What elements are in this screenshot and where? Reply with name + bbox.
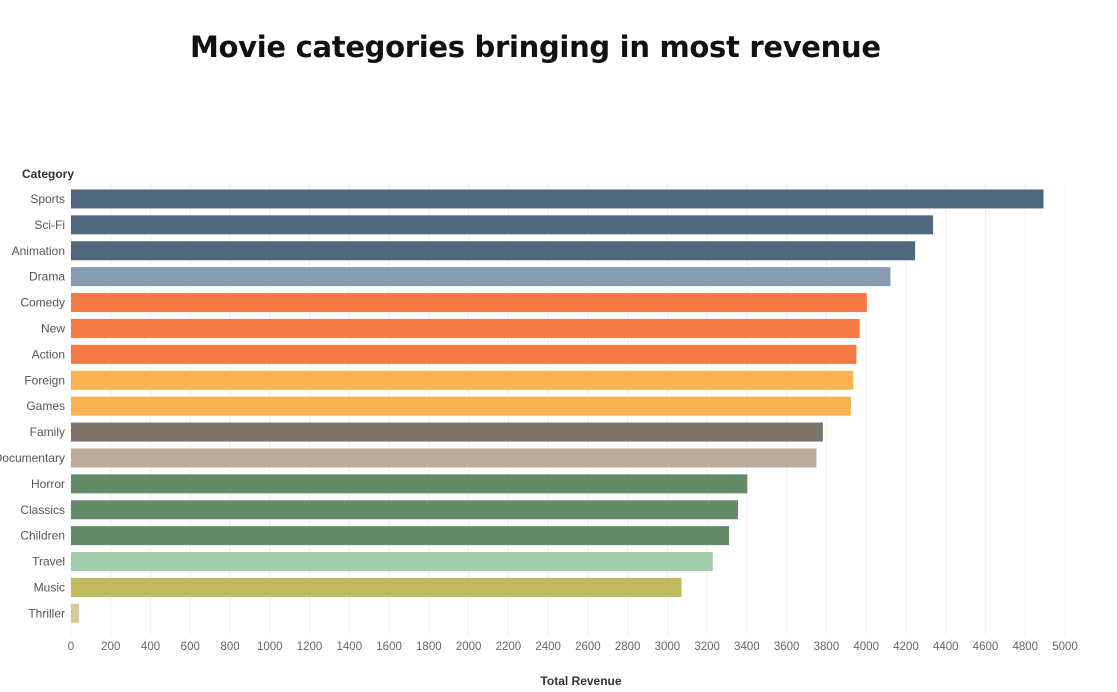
x-tick-label: 2600: [575, 641, 601, 653]
category-label: Music: [34, 580, 65, 594]
x-tick-label: 200: [101, 641, 120, 653]
x-tick-label: 4200: [893, 641, 919, 653]
x-tick-label: 1800: [416, 641, 442, 653]
category-label: Travel: [32, 555, 65, 569]
y-axis-title: Category: [22, 167, 74, 181]
x-tick-labels: 0 200 400 600 800 1000 1200 1400 1600 1800 2000 220…: [68, 641, 1078, 653]
chart-title: Movie categories bringing in most revenu…: [190, 30, 881, 64]
x-tick-label: 800: [220, 641, 239, 653]
bar[interactable]: [71, 603, 79, 623]
x-tick-label: 4400: [933, 641, 959, 653]
bar[interactable]: [71, 577, 682, 597]
x-tick-label: 2200: [496, 641, 522, 653]
category-label: Horror: [31, 477, 65, 491]
x-tick-label: 2400: [535, 641, 561, 653]
category-label: Family: [30, 425, 65, 439]
bar[interactable]: [71, 526, 730, 546]
x-tick-label: 600: [181, 641, 200, 653]
x-tick-label: 3600: [774, 641, 800, 653]
x-tick-label: 0: [68, 641, 74, 653]
category-label: Drama: [29, 270, 65, 284]
bar[interactable]: [71, 344, 857, 364]
category-label: Games: [26, 399, 65, 413]
bar[interactable]: [71, 241, 916, 261]
x-axis-title: Total Revenue: [540, 674, 621, 688]
category-label: Sports: [30, 192, 65, 206]
x-tick-label: 2800: [615, 641, 641, 653]
category-label: New: [41, 321, 65, 335]
x-tick-label: 5000: [1052, 641, 1078, 653]
category-labels: Sports Sci-Fi Animation Drama Comedy New Actio…: [0, 192, 65, 620]
x-tick-label: 3800: [814, 641, 840, 653]
x-tick-label: 4600: [973, 641, 999, 653]
bar[interactable]: [71, 500, 738, 520]
x-tick-label: 3200: [694, 641, 720, 653]
bar[interactable]: [71, 474, 748, 494]
category-label: Documentary: [0, 451, 65, 465]
bar[interactable]: [71, 396, 851, 416]
bar[interactable]: [71, 422, 823, 442]
category-label: Thriller: [28, 606, 65, 620]
x-tick-label: 3000: [655, 641, 681, 653]
x-tick-label: 3400: [734, 641, 760, 653]
category-label: Sci-Fi: [34, 218, 65, 232]
category-label: Classics: [20, 503, 65, 517]
bar[interactable]: [71, 267, 891, 287]
x-tick-label: 1400: [337, 641, 363, 653]
category-label: Children: [20, 529, 65, 543]
bar[interactable]: [71, 552, 713, 572]
x-tick-label: 400: [141, 641, 160, 653]
x-tick-label: 2000: [456, 641, 482, 653]
bar[interactable]: [71, 293, 867, 313]
x-tick-label: 1000: [257, 641, 283, 653]
x-tick-label: 4800: [1012, 641, 1038, 653]
bar[interactable]: [71, 448, 817, 468]
category-label: Foreign: [24, 373, 65, 387]
bars: [71, 189, 1044, 623]
category-label: Animation: [12, 244, 65, 258]
bar[interactable]: [71, 370, 854, 390]
category-label: Comedy: [20, 296, 65, 310]
x-tick-label: 1200: [297, 641, 323, 653]
x-tick-label: 1600: [376, 641, 402, 653]
bar[interactable]: [71, 215, 933, 235]
bar[interactable]: [71, 318, 860, 338]
bar[interactable]: [71, 189, 1044, 209]
x-tick-label: 4000: [853, 641, 879, 653]
category-label: Action: [32, 347, 65, 361]
